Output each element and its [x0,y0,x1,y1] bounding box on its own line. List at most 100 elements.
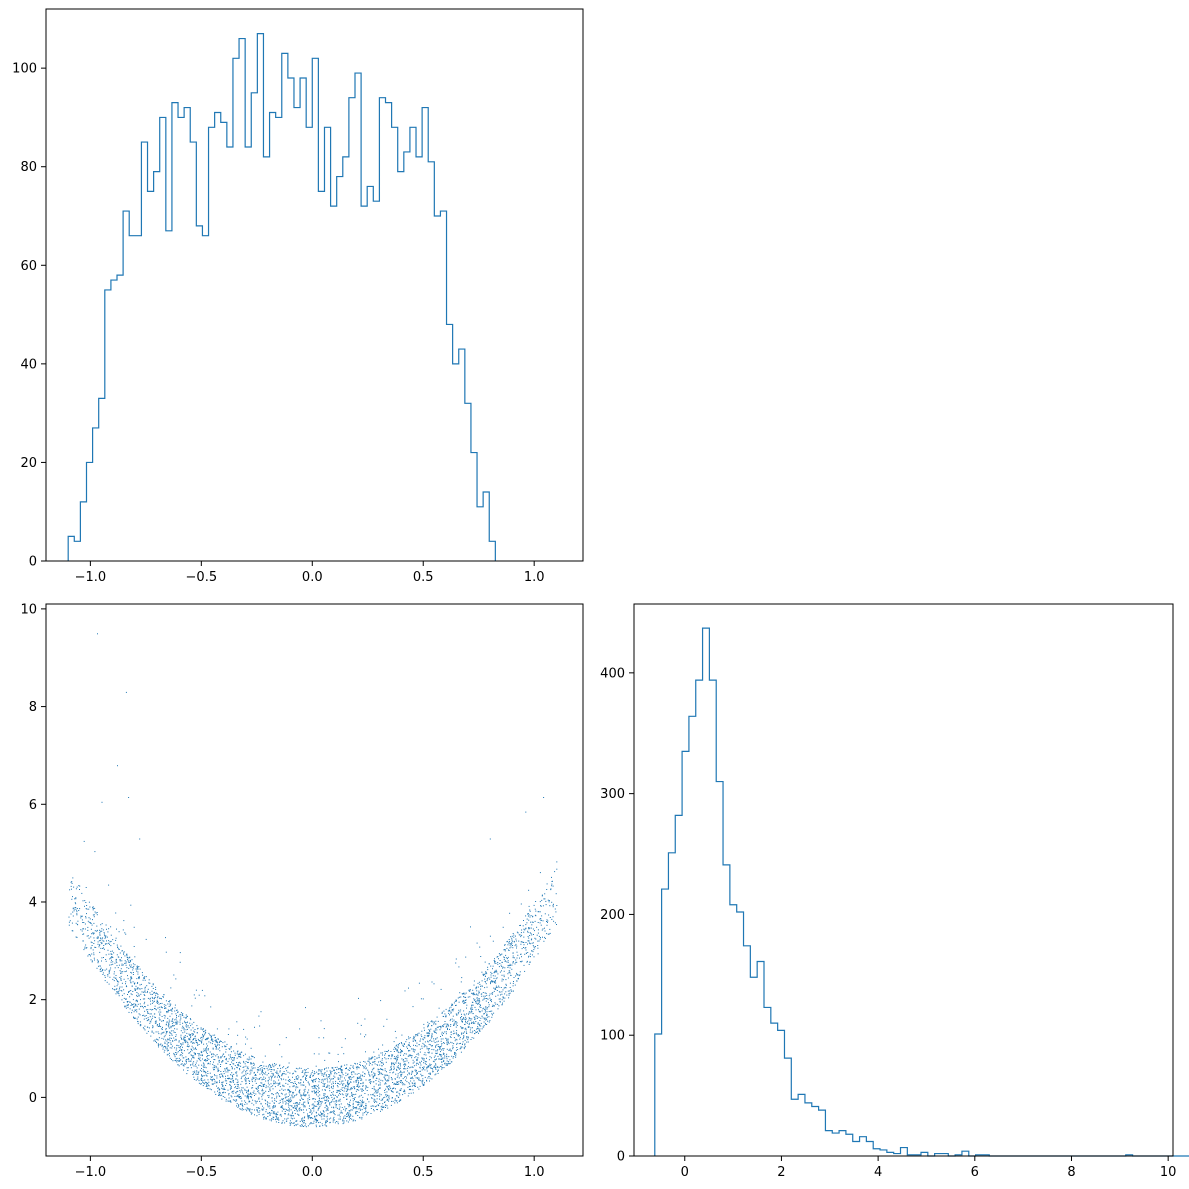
scatter-point [318,1069,320,1071]
scatter-point [285,1102,287,1104]
scatter-point [478,1029,480,1031]
scatter-point [218,1092,220,1094]
scatter-point [172,1025,174,1027]
scatter-point [137,971,139,973]
scatter-point [260,1103,262,1105]
scatter-point [174,1007,176,1009]
scatter-point [190,1035,192,1037]
scatter-point [279,1086,281,1088]
scatter-point [450,1034,452,1036]
scatter-point [354,1062,356,1064]
scatter-point [243,1109,245,1111]
scatter-point [94,911,96,913]
scatter-point [379,1098,380,1100]
scatter-point [145,976,147,978]
scatter-point [416,1069,417,1071]
scatter-point [445,1033,447,1035]
scatter-point [385,1107,386,1108]
scatter-point [327,1095,328,1097]
scatter-point [252,1056,254,1058]
scatter-point [345,1117,346,1119]
scatter-point [162,1026,163,1028]
scatter-point [174,1060,176,1061]
scatter-point [491,980,492,982]
scatter-point [334,1067,336,1068]
scatter-point [196,1060,198,1062]
scatter-point [225,1067,227,1069]
scatter-point [365,1108,366,1110]
scatter-point [282,1120,284,1122]
scatter-point [351,1093,353,1095]
scatter-point [142,1027,144,1029]
scatter-point [158,1024,160,1026]
scatter-point [90,928,92,930]
scatter-point [340,1069,341,1071]
scatter-point [106,928,107,930]
scatter-point [117,946,119,948]
scatter-point [378,1080,380,1082]
scatter-point [333,1106,334,1108]
scatter-point [464,996,466,998]
scatter-point [105,954,107,956]
scatter-point [431,1036,433,1038]
scatter-point [247,1068,249,1070]
scatter-point [235,1100,237,1102]
scatter-point [475,988,477,990]
scatter-point [97,943,99,945]
scatter-point [343,1097,345,1098]
scatter-point [381,1069,383,1070]
scatter-point [272,1118,274,1120]
scatter-point [211,1039,213,1041]
scatter-point [84,900,86,902]
scatter-point [345,1095,347,1097]
scatter-point [166,1011,168,1012]
scatter-point [443,1024,445,1026]
scatter-point [357,1084,359,1086]
scatter-point [408,1092,410,1094]
scatter-point [262,1084,264,1086]
scatter-point [437,1069,439,1071]
scatter-point [140,1005,142,1007]
scatter-point [323,1075,325,1077]
scatter-point [440,1054,442,1055]
scatter-point [443,1059,445,1061]
scatter-point [168,1049,169,1051]
scatter-point [192,1039,194,1041]
scatter-point [252,1091,254,1093]
scatter-point [313,1075,314,1077]
scatter-point [104,980,106,982]
scatter-point [233,1090,235,1092]
scatter-point [532,915,534,917]
scatter-point [321,1097,323,1099]
scatter-point [180,1016,182,1018]
scatter-point [396,1059,398,1061]
scatter-point [231,1072,233,1074]
scatter-point [265,1109,267,1111]
scatter-point [111,953,112,955]
scatter-point [253,1065,255,1066]
scatter-point [242,1105,244,1107]
scatter-point [177,1064,179,1066]
scatter-point [285,1082,287,1084]
scatter-point [151,1017,153,1019]
scatter-point [281,1056,283,1058]
scatter-point [92,919,93,921]
scatter-point [458,1043,460,1045]
scatter-point [191,1033,193,1034]
scatter-point [494,970,496,972]
scatter-point [361,1101,363,1103]
scatter-point [142,979,144,981]
scatter-point [495,962,497,964]
scatter-point [335,1106,337,1108]
scatter-point [393,1082,395,1084]
scatter-point [85,887,87,888]
scatter-point [90,941,92,943]
scatter-point [213,1065,215,1067]
scatter-point [411,1057,413,1059]
scatter-point [256,1109,258,1111]
scatter-point [458,1035,460,1037]
scatter-point [146,1032,148,1034]
scatter-point [498,985,500,987]
scatter-point [378,1057,380,1059]
scatter-point [276,1097,278,1099]
